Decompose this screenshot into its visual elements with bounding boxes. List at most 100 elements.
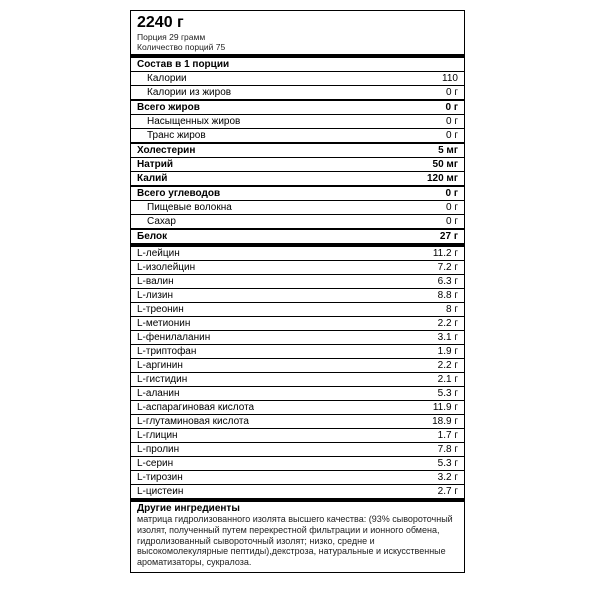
amino-label: L-гистидин: [137, 373, 187, 386]
amino-label: L-аспарагиновая кислота: [137, 401, 254, 414]
nutrient-row: Сахар 0 г: [131, 215, 464, 230]
amino-value: 7.8 г: [432, 443, 458, 456]
nutrient-row: Холестерин 5 мг: [131, 144, 464, 158]
net-weight: 2240 г: [137, 14, 458, 32]
amino-label: L-глутаминовая кислота: [137, 415, 249, 428]
nutrient-value: 5 мг: [432, 144, 458, 157]
nutrient-row: Калий 120 мг: [131, 172, 464, 187]
amino-value: 2.1 г: [432, 373, 458, 386]
amino-value: 1.9 г: [432, 345, 458, 358]
nutrient-value: 0 г: [439, 101, 458, 114]
amino-label: L-аланин: [137, 387, 179, 400]
nutrient-value: 50 мг: [427, 158, 458, 171]
nutrient-row: Белок 27 г: [131, 230, 464, 247]
amino-value: 8 г: [440, 303, 458, 316]
nutrient-row: Всего жиров 0 г: [131, 101, 464, 115]
amino-value: 18.9 г: [426, 415, 458, 428]
nutrient-value: 0 г: [440, 129, 458, 142]
amino-value: 11.2 г: [427, 247, 458, 260]
nutrient-row: Насыщенных жиров 0 г: [131, 115, 464, 129]
amino-row: L-глицин 1.7 г: [131, 429, 464, 443]
servings-per-container: Количество порций 75: [137, 42, 458, 52]
nutrient-value: 110: [436, 72, 458, 85]
nutrient-label: Белок: [137, 230, 167, 243]
nutrient-label: Натрий: [137, 158, 173, 171]
amino-row: L-пролин 7.8 г: [131, 443, 464, 457]
nutrient-value: 120 мг: [421, 172, 458, 185]
amino-row: L-фенилаланин 3.1 г: [131, 331, 464, 345]
amino-label: L-изолейцин: [137, 261, 195, 274]
nutrient-label: Калий: [137, 172, 167, 185]
nutrient-label: Сахар: [137, 215, 176, 228]
amino-value: 2.7 г: [432, 485, 458, 498]
amino-value: 6.3 г: [432, 275, 458, 288]
nutrient-value: 27 г: [434, 230, 458, 243]
amino-label: L-глицин: [137, 429, 178, 442]
amino-label: L-лейцин: [137, 247, 180, 260]
amino-row: L-треонин 8 г: [131, 303, 464, 317]
amino-value: 5.3 г: [432, 457, 458, 470]
amino-label: L-триптофан: [137, 345, 196, 358]
amino-label: L-тирозин: [137, 471, 183, 484]
amino-row: L-гистидин 2.1 г: [131, 373, 464, 387]
amino-label: L-цистеин: [137, 485, 183, 498]
per-serving-head: Состав в 1 порции: [131, 58, 464, 72]
amino-label: L-треонин: [137, 303, 184, 316]
nutrient-value: 0 г: [439, 187, 458, 200]
panel-header: 2240 г Порция 29 грамм Количество порций…: [131, 11, 464, 58]
amino-label: L-аргинин: [137, 359, 183, 372]
amino-value: 5.3 г: [432, 387, 458, 400]
serving-size: Порция 29 грамм: [137, 32, 458, 42]
amino-row: L-тирозин 3.2 г: [131, 471, 464, 485]
amino-value: 8.8 г: [432, 289, 458, 302]
amino-value: 1.7 г: [432, 429, 458, 442]
nutrient-row: Калории 110: [131, 72, 464, 86]
amino-row: L-лизин 8.8 г: [131, 289, 464, 303]
nutrient-row: Всего углеводов 0 г: [131, 187, 464, 201]
amino-row: L-лейцин 11.2 г: [131, 247, 464, 261]
nutrient-label: Калории из жиров: [137, 86, 231, 99]
nutrient-row: Транс жиров 0 г: [131, 129, 464, 144]
amino-value: 2.2 г: [432, 317, 458, 330]
nutrient-label: Пищевые волокна: [137, 201, 232, 214]
amino-label: L-метионин: [137, 317, 190, 330]
amino-value: 3.1 г: [432, 331, 458, 344]
other-ingredients-head: Другие ингредиенты: [131, 502, 464, 514]
amino-row: L-аргинин 2.2 г: [131, 359, 464, 373]
other-ingredients-body: матрица гидролизованного изолята высшего…: [131, 514, 464, 572]
amino-label: L-пролин: [137, 443, 179, 456]
nutrient-row: Пищевые волокна 0 г: [131, 201, 464, 215]
amino-row: L-метионин 2.2 г: [131, 317, 464, 331]
nutrition-facts-panel: 2240 г Порция 29 грамм Количество порций…: [130, 10, 465, 573]
amino-label: L-валин: [137, 275, 174, 288]
amino-row: L-изолейцин 7.2 г: [131, 261, 464, 275]
amino-row: L-аланин 5.3 г: [131, 387, 464, 401]
amino-label: L-фенилаланин: [137, 331, 210, 344]
amino-row: L-цистеин 2.7 г: [131, 485, 464, 502]
nutrient-label: Холестерин: [137, 144, 195, 157]
amino-acids-list: L-лейцин 11.2 г L-изолейцин 7.2 г L-валин 6.3…: [131, 247, 464, 502]
nutrient-value: 0 г: [440, 115, 458, 128]
amino-row: L-валин 6.3 г: [131, 275, 464, 289]
nutrient-value: 0 г: [440, 201, 458, 214]
nutrient-label: Насыщенных жиров: [137, 115, 240, 128]
amino-row: L-аспарагиновая кислота 11.9 г: [131, 401, 464, 415]
amino-row: L-серин 5.3 г: [131, 457, 464, 471]
nutrient-label: Всего жиров: [137, 101, 200, 114]
nutrient-label: Калории: [137, 72, 187, 85]
amino-value: 7.2 г: [432, 261, 458, 274]
amino-value: 2.2 г: [432, 359, 458, 372]
amino-value: 11.9 г: [427, 401, 458, 414]
amino-label: L-серин: [137, 457, 173, 470]
nutrient-value: 0 г: [440, 86, 458, 99]
amino-row: L-триптофан 1.9 г: [131, 345, 464, 359]
nutrient-row: Калории из жиров 0 г: [131, 86, 464, 101]
nutrient-label: Транс жиров: [137, 129, 206, 142]
nutrient-value: 0 г: [440, 215, 458, 228]
nutrient-label: Всего углеводов: [137, 187, 220, 200]
nutrients-list: Калории110Калории из жиров0 гВсего жиров…: [131, 72, 464, 247]
amino-row: L-глутаминовая кислота 18.9 г: [131, 415, 464, 429]
amino-label: L-лизин: [137, 289, 173, 302]
amino-value: 3.2 г: [432, 471, 458, 484]
nutrient-row: Натрий 50 мг: [131, 158, 464, 172]
